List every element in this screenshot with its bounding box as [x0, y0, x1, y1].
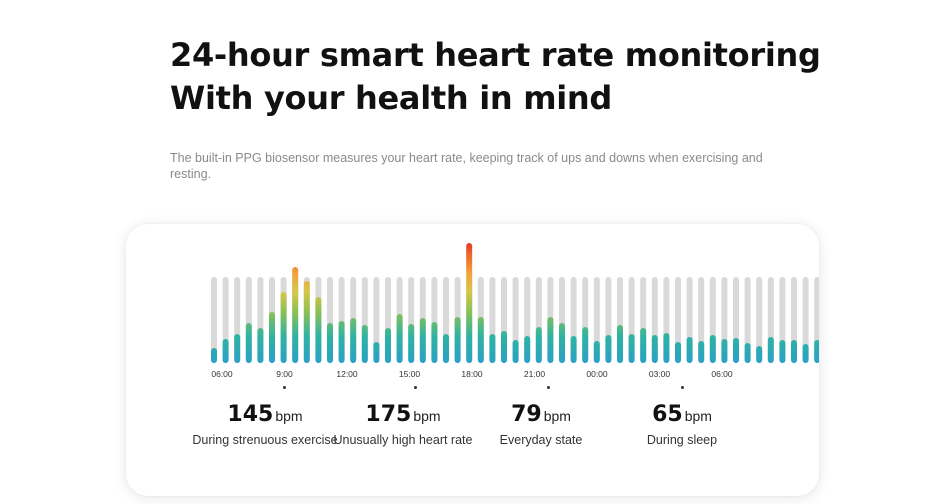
heart-rate-bar — [686, 337, 693, 363]
heart-rate-bar — [675, 342, 681, 363]
heart-rate-bar — [443, 334, 449, 363]
marker-dot-3 — [547, 386, 550, 389]
heart-rate-bar — [756, 346, 763, 363]
x-tick-label: 06:00 — [211, 369, 233, 379]
heart-rate-bar — [315, 297, 322, 363]
heart-rate-chart: 06:00 9:00 12:00 15:00 18:00 21:00 00:00 03:00 0… — [211, 243, 819, 379]
background-bar — [373, 277, 380, 363]
stat-unit: bpm — [684, 408, 712, 424]
page-title: 24-hour smart heart rate monitoring With… — [170, 34, 890, 120]
heart-rate-bar — [512, 340, 519, 363]
stat-unit: bpm — [413, 408, 441, 424]
heart-rate-bar — [419, 318, 426, 363]
stat-value: 65 — [652, 402, 683, 427]
heart-rate-bar — [547, 317, 554, 363]
heart-rate-bar — [257, 328, 264, 363]
feature-description: The built-in PPG biosensor measures your… — [170, 151, 763, 181]
heart-rate-bar — [779, 340, 786, 363]
heart-rate-bar — [593, 341, 600, 363]
heart-rate-bar — [292, 267, 299, 363]
heart-rate-bar — [605, 335, 612, 363]
heart-rate-bar — [361, 325, 368, 363]
heart-rate-bar — [454, 317, 461, 363]
heart-rate-bar — [303, 281, 310, 363]
heart-rate-bar — [524, 336, 531, 363]
heart-rate-bar — [373, 342, 380, 363]
heart-rate-bar — [535, 327, 542, 363]
background-bar — [744, 277, 751, 363]
stat-label: Everyday state — [499, 433, 583, 447]
stat-everyday: 79 bpm Everyday state — [466, 402, 616, 448]
stat-value: 175 — [365, 402, 412, 427]
marker-dot-2 — [414, 386, 417, 389]
stat-unit: bpm — [275, 408, 303, 424]
heart-rate-bar — [477, 317, 484, 363]
heart-rate-bar — [408, 324, 415, 363]
heart-rate-bar — [802, 344, 809, 363]
heart-rate-bar — [640, 328, 647, 363]
heart-rate-bar — [211, 348, 217, 363]
heart-rate-bar — [245, 323, 252, 363]
heart-rate-bar — [489, 334, 496, 363]
x-tick-label: 15:00 — [399, 369, 421, 379]
heart-rate-bar — [396, 314, 403, 363]
title-line-1: 24-hour smart heart rate monitoring — [170, 36, 821, 74]
heart-rate-bar — [721, 339, 728, 363]
stat-label: During strenuous exercise — [192, 433, 338, 447]
stat-exercise: 145 bpm During strenuous exercise — [190, 402, 340, 448]
stat-value: 79 — [511, 402, 542, 427]
x-axis-ticks: 06:00 9:00 12:00 15:00 18:00 21:00 00:00 03:00 0… — [211, 369, 733, 379]
heart-rate-bar — [651, 335, 658, 363]
heart-rate-bar — [269, 312, 275, 363]
marker-dot-1 — [283, 386, 286, 389]
title-line-2: With your health in mind — [170, 79, 612, 117]
x-tick-label: 06:00 — [711, 369, 733, 379]
heart-rate-bar — [582, 327, 589, 363]
marker-dot-4 — [681, 386, 684, 389]
heart-rate-bar — [350, 318, 357, 363]
stat-value: 145 — [227, 402, 274, 427]
x-tick-label: 12:00 — [336, 369, 358, 379]
x-tick-label: 9:00 — [276, 369, 293, 379]
x-tick-label: 18:00 — [461, 369, 483, 379]
heart-rate-bar — [234, 334, 241, 363]
heart-rate-bar — [709, 335, 716, 363]
stat-label: During sleep — [646, 433, 718, 447]
heart-rate-bar — [733, 338, 739, 363]
background-bar — [802, 277, 809, 363]
stat-high: 175 bpm Unusually high heart rate — [328, 402, 478, 448]
heart-rate-bar — [327, 323, 333, 363]
heart-rate-bar — [767, 337, 774, 363]
heart-rate-bar — [338, 321, 345, 363]
heart-rate-bar — [222, 339, 229, 363]
x-tick-label: 00:00 — [586, 369, 608, 379]
heart-rate-bar — [431, 322, 438, 363]
heart-rate-bar — [280, 292, 287, 363]
heart-rate-bar — [466, 243, 473, 363]
heart-rate-bar — [698, 341, 705, 363]
heart-rate-bar — [385, 328, 391, 363]
background-bar — [675, 277, 681, 363]
stat-label: Unusually high heart rate — [333, 433, 473, 447]
stat-sleep: 65 bpm During sleep — [607, 402, 757, 448]
heart-rate-card: 06:00 9:00 12:00 15:00 18:00 21:00 00:00 03:00 0… — [126, 224, 819, 496]
x-tick-label: 03:00 — [649, 369, 671, 379]
stat-unit: bpm — [543, 408, 571, 424]
heart-rate-bars — [211, 243, 819, 363]
heart-rate-bar — [744, 343, 751, 363]
heart-rate-bar — [570, 336, 577, 363]
x-tick-label: 21:00 — [524, 369, 546, 379]
heart-rate-bar — [663, 333, 670, 363]
heart-rate-bar — [617, 325, 623, 363]
heart-rate-bar — [501, 331, 507, 363]
background-bar — [211, 277, 217, 363]
heart-rate-bar — [559, 323, 565, 363]
heart-rate-bar — [791, 340, 797, 363]
heart-rate-bar — [814, 340, 819, 363]
background-bar — [756, 277, 763, 363]
heart-rate-bar — [628, 334, 635, 363]
